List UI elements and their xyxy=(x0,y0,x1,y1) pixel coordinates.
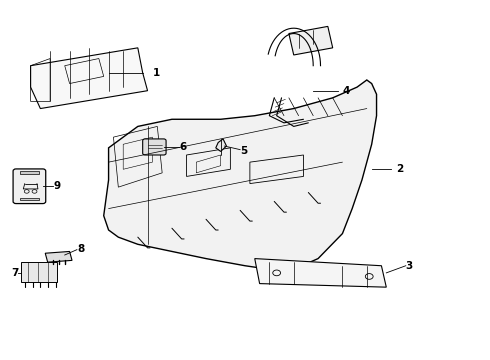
Text: 1: 1 xyxy=(152,68,160,78)
Polygon shape xyxy=(289,26,333,55)
Text: 2: 2 xyxy=(396,164,403,174)
Text: 6: 6 xyxy=(180,142,187,152)
FancyBboxPatch shape xyxy=(143,139,166,155)
Text: 8: 8 xyxy=(77,244,85,254)
Polygon shape xyxy=(20,171,39,174)
Polygon shape xyxy=(20,198,39,200)
Text: 4: 4 xyxy=(343,86,350,96)
FancyBboxPatch shape xyxy=(13,169,46,203)
Polygon shape xyxy=(255,258,386,287)
Polygon shape xyxy=(45,251,72,262)
Text: 3: 3 xyxy=(406,261,413,271)
Polygon shape xyxy=(21,262,57,282)
Polygon shape xyxy=(104,80,376,269)
Text: 5: 5 xyxy=(240,146,247,156)
Text: 7: 7 xyxy=(11,268,19,278)
Polygon shape xyxy=(216,139,226,152)
Text: 9: 9 xyxy=(53,181,60,191)
Polygon shape xyxy=(30,48,147,109)
